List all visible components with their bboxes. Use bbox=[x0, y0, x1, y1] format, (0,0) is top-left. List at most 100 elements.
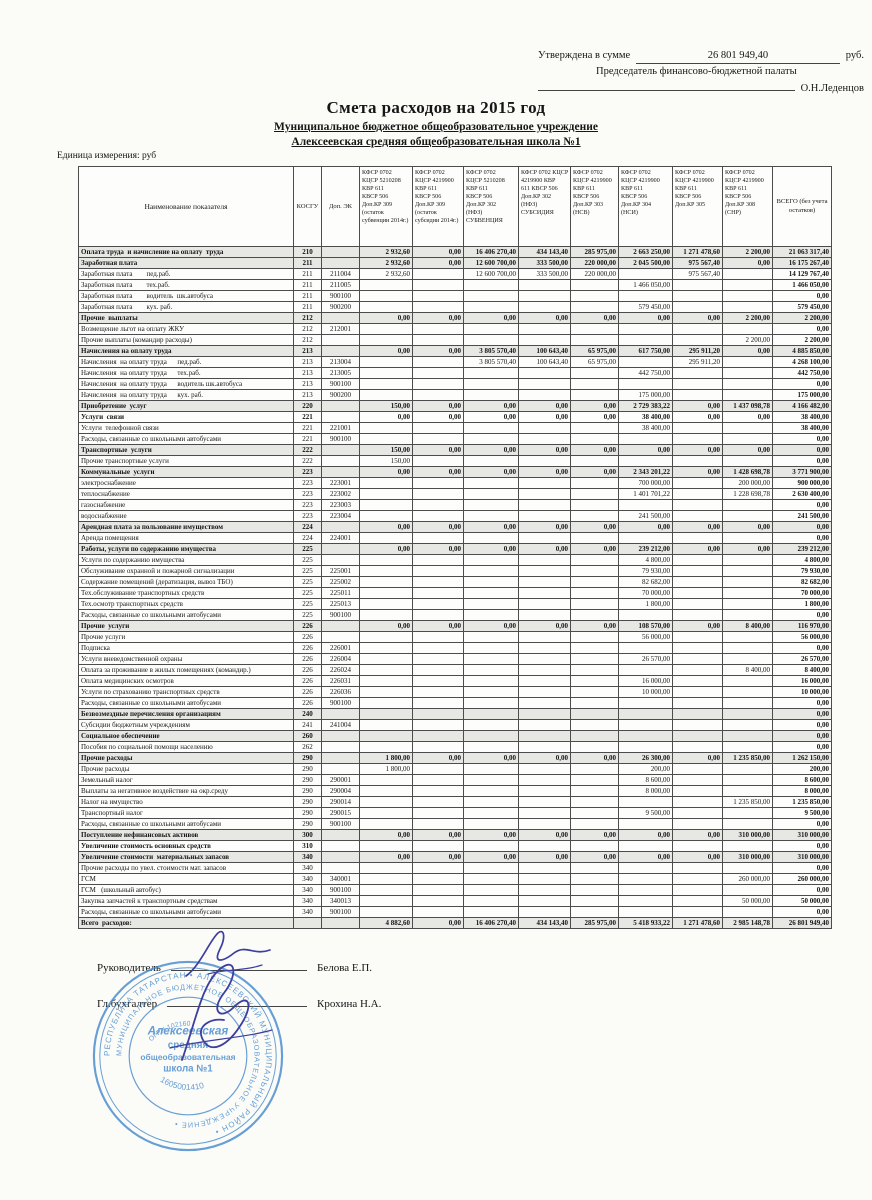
cell: 700 000,00 bbox=[618, 477, 673, 489]
cell: 3 805 570,40 bbox=[463, 345, 519, 357]
cell: 0,00 bbox=[570, 851, 619, 863]
cell: 0,00 bbox=[570, 400, 619, 412]
cell bbox=[672, 653, 723, 665]
cell bbox=[722, 609, 773, 621]
cell bbox=[412, 697, 464, 709]
cell: 1 271 478,60 bbox=[672, 246, 723, 258]
cell: 2 045 500,00 bbox=[618, 257, 673, 269]
cell bbox=[518, 532, 571, 544]
cell bbox=[412, 290, 464, 302]
accountant-name: Крохина Н.А. bbox=[317, 998, 382, 1010]
cell bbox=[412, 664, 464, 676]
cell bbox=[359, 334, 413, 346]
cell bbox=[570, 862, 619, 874]
cell: 900100 bbox=[321, 884, 360, 896]
cell bbox=[463, 818, 519, 830]
cell bbox=[412, 796, 464, 808]
cell bbox=[672, 323, 723, 335]
cell: 0,00 bbox=[412, 466, 464, 478]
cell: 223 bbox=[293, 499, 322, 511]
cell bbox=[672, 774, 723, 786]
cell bbox=[722, 741, 773, 753]
cell: Налог на имущество bbox=[78, 796, 294, 808]
cell: 310 000,00 bbox=[772, 829, 832, 841]
cell bbox=[412, 576, 464, 588]
cell: 617 750,00 bbox=[618, 345, 673, 357]
cell bbox=[570, 796, 619, 808]
cell: 213 bbox=[293, 356, 322, 368]
cell: 290015 bbox=[321, 807, 360, 819]
table-row: Начисления на оплату труда кух. раб. 213 9… bbox=[78, 389, 832, 401]
cell bbox=[518, 389, 571, 401]
cell: 0,00 bbox=[722, 257, 773, 269]
table-section-row: Безвозмездные перечисления организациям 2… bbox=[78, 708, 832, 720]
table-section-row: Увеличение стоимости материальных запасо… bbox=[78, 851, 832, 863]
cell: 79 930,00 bbox=[618, 565, 673, 577]
cell bbox=[570, 906, 619, 918]
cell: Поступление нефинансовых активов bbox=[78, 829, 294, 841]
cell bbox=[518, 873, 571, 885]
cell: 0,00 bbox=[772, 906, 832, 918]
cell: 223 bbox=[293, 510, 322, 522]
cell: Прочие расходы по увел. стоимости мат. з… bbox=[78, 862, 294, 874]
table-section-row: Коммунальные услуги 223 0,00 0,00 0,00 0,00 0,… bbox=[78, 466, 832, 478]
cell: 26 801 949,40 bbox=[772, 917, 832, 929]
cell bbox=[570, 279, 619, 291]
cell bbox=[672, 895, 723, 907]
cell: 211 bbox=[293, 257, 322, 269]
cell bbox=[672, 334, 723, 346]
cell bbox=[412, 884, 464, 896]
cell: 0,00 bbox=[772, 884, 832, 896]
cell bbox=[412, 323, 464, 335]
cell bbox=[321, 554, 360, 566]
title-block: Смета расходов на 2015 год Муниципальное… bbox=[0, 98, 872, 148]
cell: 0,00 bbox=[412, 400, 464, 412]
cell bbox=[672, 455, 723, 467]
cell bbox=[463, 598, 519, 610]
cell: Начисления на оплату труда пед.раб. bbox=[78, 356, 294, 368]
cell: 0,00 bbox=[463, 620, 519, 632]
cell: 226 bbox=[293, 697, 322, 709]
cell: 211 bbox=[293, 301, 322, 313]
cell: Начисления на оплату труда кух. раб. bbox=[78, 389, 294, 401]
cell bbox=[518, 587, 571, 599]
accountant-signature-line bbox=[167, 994, 307, 1007]
cell bbox=[518, 785, 571, 797]
cell bbox=[463, 796, 519, 808]
cell: 0,00 bbox=[412, 851, 464, 863]
cell: 0,00 bbox=[570, 829, 619, 841]
cell bbox=[359, 356, 413, 368]
cell bbox=[463, 587, 519, 599]
cell bbox=[321, 752, 360, 764]
cell: 0,00 bbox=[772, 455, 832, 467]
cell bbox=[518, 576, 571, 588]
cell: 0,00 bbox=[772, 719, 832, 731]
cell bbox=[570, 389, 619, 401]
cell bbox=[321, 246, 360, 258]
cell: 0,00 bbox=[772, 290, 832, 302]
cell: 226 bbox=[293, 686, 322, 698]
cell: 290014 bbox=[321, 796, 360, 808]
cell: 442 750,00 bbox=[772, 367, 832, 379]
table-row: Начисления на оплату труда тех.раб. 213 21… bbox=[78, 367, 832, 379]
cell bbox=[570, 730, 619, 742]
column-header: КФСР 0702 КЦСР 4219900 КВР 611 КВСР 506 … bbox=[570, 166, 619, 247]
cell bbox=[618, 862, 673, 874]
cell: 221 bbox=[293, 422, 322, 434]
cell bbox=[412, 609, 464, 621]
cell: водоснабжение bbox=[78, 510, 294, 522]
table-section-row: Прочие услуги 226 0,00 0,00 0,00 0,00 0,00 108 … bbox=[78, 620, 832, 632]
cell bbox=[672, 763, 723, 775]
table-section-row: Социальное обеспечение 260 0,00 bbox=[78, 730, 832, 742]
cell bbox=[722, 675, 773, 687]
cell: 0,00 bbox=[672, 521, 723, 533]
cell bbox=[463, 279, 519, 291]
cell: Коммунальные услуги bbox=[78, 466, 294, 478]
cell: 0,00 bbox=[518, 521, 571, 533]
cell: Заработная плата тех.раб. bbox=[78, 279, 294, 291]
cell bbox=[463, 499, 519, 511]
cell bbox=[518, 455, 571, 467]
cell: 116 970,00 bbox=[772, 620, 832, 632]
table-row: Оплата медицинских осмотров 226 226031 16 0… bbox=[78, 675, 832, 687]
cell: 1 271 478,60 bbox=[672, 917, 723, 929]
